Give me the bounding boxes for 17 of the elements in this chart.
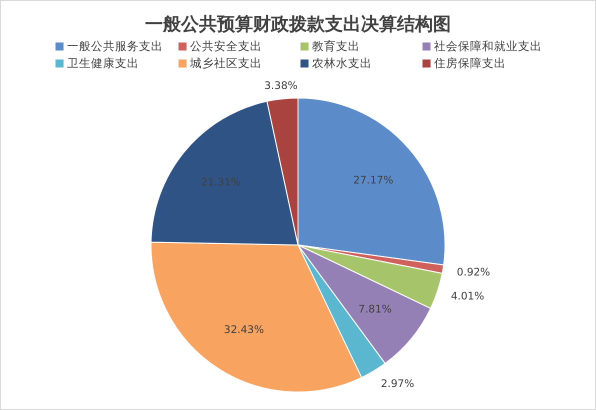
data-label: 0.92%	[456, 266, 490, 278]
data-label: 4.01%	[450, 290, 484, 303]
legend-label: 农林水支出	[312, 56, 372, 70]
data-label: 7.81%	[358, 304, 392, 316]
legend-label: 卫生健康支出	[67, 56, 139, 70]
legend-label: 公共安全支出	[190, 39, 262, 53]
legend-label: 教育支出	[312, 39, 360, 53]
data-label: 2.97%	[380, 378, 414, 390]
data-label: 21.31%	[200, 176, 241, 188]
legend-label: 社会保障和就业支出	[434, 39, 542, 53]
legend-label: 住房保障支出	[433, 56, 506, 70]
legend-label: 城乡社区支出	[189, 56, 262, 70]
legend-label: 一般公共服务支出	[67, 39, 163, 53]
data-label: 3.38%	[264, 80, 298, 92]
chart-title: 一般公共预算财政拨款支出决算结构图	[145, 14, 451, 35]
data-label: 27.17%	[353, 174, 394, 186]
data-label: 32.43%	[224, 324, 264, 336]
